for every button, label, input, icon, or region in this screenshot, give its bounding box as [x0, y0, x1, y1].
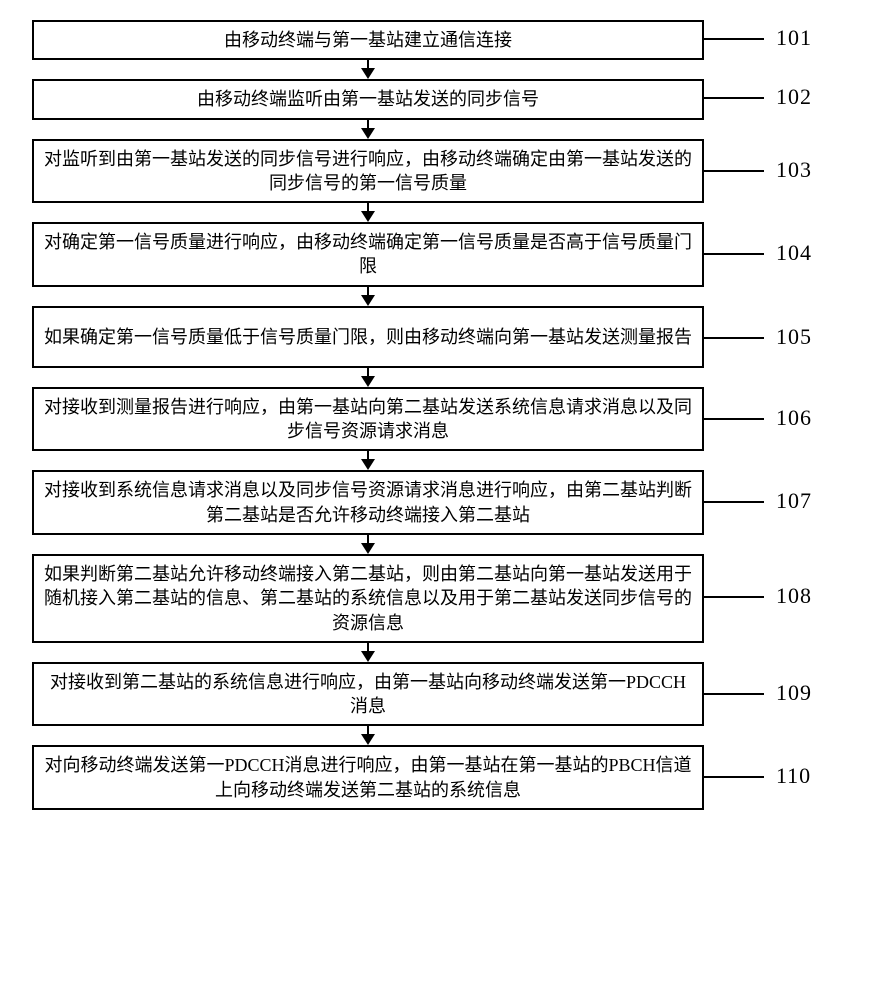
- step-box-109: 对接收到第二基站的系统信息进行响应，由第一基站向移动终端发送第一PDCCH消息: [32, 662, 704, 727]
- step-label-103: 103: [776, 157, 812, 183]
- arrow-stem: [367, 287, 369, 295]
- step-row-105: 如果确定第一信号质量低于信号质量门限，则由移动终端向第一基站发送测量报告 105: [32, 306, 874, 368]
- arrow-connector: [32, 287, 704, 306]
- step-label-101: 101: [776, 25, 812, 51]
- step-boxcol: 由移动终端与第一基站建立通信连接: [32, 20, 704, 60]
- step-row-101: 由移动终端与第一基站建立通信连接 101: [32, 20, 874, 60]
- arrow-head-icon: [361, 68, 375, 79]
- step-label-108: 108: [776, 583, 812, 609]
- step-row-103: 对监听到由第一基站发送的同步信号进行响应，由移动终端确定由第一基站发送的同步信号…: [32, 139, 874, 204]
- step-row-104: 对确定第一信号质量进行响应，由移动终端确定第一信号质量是否高于信号质量门限 104: [32, 222, 874, 287]
- label-connector-line: [704, 776, 764, 778]
- step-label-107: 107: [776, 488, 812, 514]
- step-boxcol: 对接收到测量报告进行响应，由第一基站向第二基站发送系统信息请求消息以及同步信号资…: [32, 387, 704, 452]
- arrow-connector: [32, 60, 704, 79]
- arrow-stem: [367, 60, 369, 68]
- arrow-head-icon: [361, 651, 375, 662]
- label-connector-line: [704, 97, 764, 99]
- label-connector-line: [704, 337, 764, 339]
- arrow-connector: [32, 368, 704, 387]
- step-boxcol: 对监听到由第一基站发送的同步信号进行响应，由移动终端确定由第一基站发送的同步信号…: [32, 139, 704, 204]
- step-boxcol: 对确定第一信号质量进行响应，由移动终端确定第一信号质量是否高于信号质量门限: [32, 222, 704, 287]
- arrow-stem: [367, 451, 369, 459]
- step-box-105: 如果确定第一信号质量低于信号质量门限，则由移动终端向第一基站发送测量报告: [32, 306, 704, 368]
- label-connector-line: [704, 693, 764, 695]
- arrow-connector: [32, 203, 704, 222]
- step-boxcol: 由移动终端监听由第一基站发送的同步信号: [32, 79, 704, 119]
- step-box-104: 对确定第一信号质量进行响应，由移动终端确定第一信号质量是否高于信号质量门限: [32, 222, 704, 287]
- arrow-head-icon: [361, 211, 375, 222]
- arrow-connector: [32, 643, 704, 662]
- step-boxcol: 如果判断第二基站允许移动终端接入第二基站，则由第二基站向第一基站发送用于随机接入…: [32, 554, 704, 643]
- step-label-109: 109: [776, 680, 812, 706]
- step-boxcol: 对接收到系统信息请求消息以及同步信号资源请求消息进行响应，由第二基站判断第二基站…: [32, 470, 704, 535]
- arrow-head-icon: [361, 128, 375, 139]
- step-box-108: 如果判断第二基站允许移动终端接入第二基站，则由第二基站向第一基站发送用于随机接入…: [32, 554, 704, 643]
- arrow-stem: [367, 535, 369, 543]
- arrow-stem: [367, 643, 369, 651]
- step-boxcol: 对接收到第二基站的系统信息进行响应，由第一基站向移动终端发送第一PDCCH消息: [32, 662, 704, 727]
- step-label-105: 105: [776, 324, 812, 350]
- label-connector-line: [704, 253, 764, 255]
- label-connector-line: [704, 170, 764, 172]
- label-connector-line: [704, 418, 764, 420]
- label-connector-line: [704, 501, 764, 503]
- label-connector-line: [704, 596, 764, 598]
- arrow-connector: [32, 726, 704, 745]
- arrow-stem: [367, 368, 369, 376]
- arrow-head-icon: [361, 734, 375, 745]
- step-box-102: 由移动终端监听由第一基站发送的同步信号: [32, 79, 704, 119]
- step-box-110: 对向移动终端发送第一PDCCH消息进行响应，由第一基站在第一基站的PBCH信道上…: [32, 745, 704, 810]
- step-row-106: 对接收到测量报告进行响应，由第一基站向第二基站发送系统信息请求消息以及同步信号资…: [32, 387, 874, 452]
- arrow-connector: [32, 120, 704, 139]
- step-boxcol: 如果确定第一信号质量低于信号质量门限，则由移动终端向第一基站发送测量报告: [32, 306, 704, 368]
- step-label-102: 102: [776, 84, 812, 110]
- step-boxcol: 对向移动终端发送第一PDCCH消息进行响应，由第一基站在第一基站的PBCH信道上…: [32, 745, 704, 810]
- step-label-104: 104: [776, 240, 812, 266]
- step-label-106: 106: [776, 405, 812, 431]
- step-row-107: 对接收到系统信息请求消息以及同步信号资源请求消息进行响应，由第二基站判断第二基站…: [32, 470, 874, 535]
- flowchart-container: 由移动终端与第一基站建立通信连接 101 由移动终端监听由第一基站发送的同步信号 10…: [10, 20, 864, 810]
- step-row-108: 如果判断第二基站允许移动终端接入第二基站，则由第二基站向第一基站发送用于随机接入…: [32, 554, 874, 643]
- arrow-head-icon: [361, 295, 375, 306]
- step-box-106: 对接收到测量报告进行响应，由第一基站向第二基站发送系统信息请求消息以及同步信号资…: [32, 387, 704, 452]
- arrow-stem: [367, 203, 369, 211]
- step-label-110: 110: [776, 763, 811, 789]
- step-box-101: 由移动终端与第一基站建立通信连接: [32, 20, 704, 60]
- step-row-102: 由移动终端监听由第一基站发送的同步信号 102: [32, 79, 874, 119]
- step-box-103: 对监听到由第一基站发送的同步信号进行响应，由移动终端确定由第一基站发送的同步信号…: [32, 139, 704, 204]
- arrow-connector: [32, 535, 704, 554]
- step-row-110: 对向移动终端发送第一PDCCH消息进行响应，由第一基站在第一基站的PBCH信道上…: [32, 745, 874, 810]
- arrow-connector: [32, 451, 704, 470]
- arrow-stem: [367, 120, 369, 128]
- label-connector-line: [704, 38, 764, 40]
- arrow-stem: [367, 726, 369, 734]
- arrow-head-icon: [361, 376, 375, 387]
- arrow-head-icon: [361, 543, 375, 554]
- arrow-head-icon: [361, 459, 375, 470]
- step-row-109: 对接收到第二基站的系统信息进行响应，由第一基站向移动终端发送第一PDCCH消息 1…: [32, 662, 874, 727]
- step-box-107: 对接收到系统信息请求消息以及同步信号资源请求消息进行响应，由第二基站判断第二基站…: [32, 470, 704, 535]
